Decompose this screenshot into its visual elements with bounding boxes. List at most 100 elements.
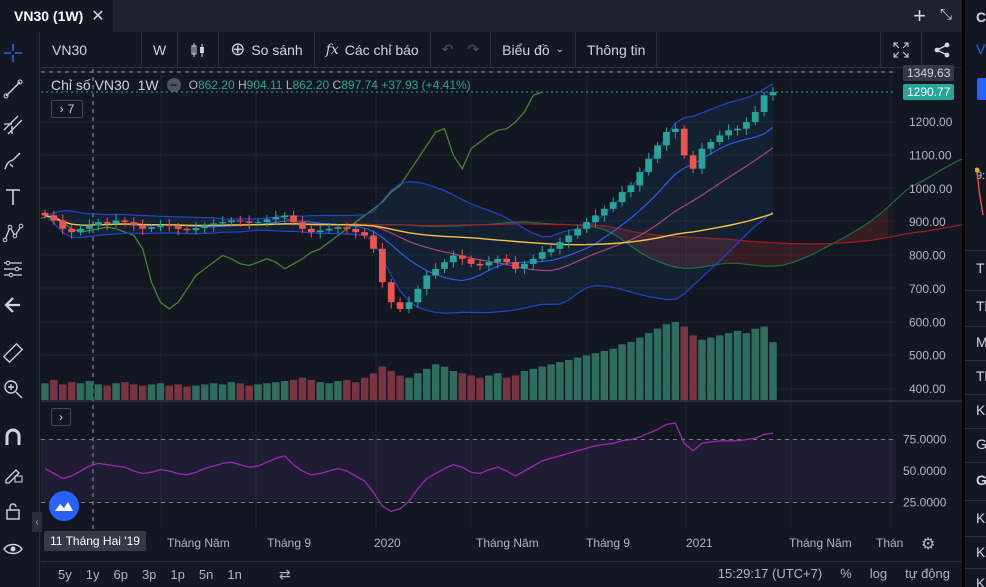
- volume-bar: [565, 359, 573, 400]
- watchlist-panel: CV 9:1 T Th M Th Kh Gi G KL KL K: [962, 0, 986, 587]
- hide-series-icon[interactable]: −: [166, 78, 181, 92]
- date-range-icon[interactable]: ⇄: [278, 566, 291, 582]
- volume-bar: [85, 381, 94, 400]
- pattern-tool-icon[interactable]: [0, 220, 26, 246]
- timeframe-button[interactable]: 3p: [141, 567, 157, 582]
- share-button[interactable]: [921, 32, 962, 68]
- text-tool-icon[interactable]: [0, 184, 26, 210]
- candle-body: [547, 248, 555, 253]
- candle-body: [636, 172, 644, 186]
- collapse-window-icon[interactable]: ⤡: [939, 6, 952, 23]
- redo-icon[interactable]: ↷: [467, 41, 480, 57]
- chart-tab[interactable]: VN30 (1W) ✕: [0, 0, 113, 32]
- magnet-icon[interactable]: [0, 424, 26, 450]
- time-tick-label: Tháng Năm: [167, 536, 230, 550]
- candle-body: [228, 220, 235, 223]
- price-tick-label: 1200.00: [909, 115, 953, 129]
- indicators-button[interactable]: 𝑓x Các chỉ báo: [315, 31, 431, 68]
- candle-body: [716, 135, 724, 143]
- volume-bar: [627, 342, 635, 400]
- chevron-right-icon: ›: [59, 102, 64, 116]
- symbol-search-button[interactable]: VN30: [41, 31, 142, 68]
- timeframe-button[interactable]: 1y: [85, 567, 100, 582]
- rsi-collapse-button[interactable]: ›: [51, 408, 71, 426]
- close-tab-icon[interactable]: ✕: [91, 8, 105, 25]
- auto-toggle[interactable]: tự động: [905, 566, 950, 581]
- volume-bar: [609, 348, 617, 400]
- info-button[interactable]: Thông tin: [576, 31, 658, 68]
- watchlist-item[interactable]: M: [976, 334, 986, 350]
- price-chart[interactable]: 1200.00 1100.00 1000.00 900.00 800.00 700.00 6…: [41, 69, 962, 561]
- indicators-collapse-button[interactable]: › 7: [51, 100, 83, 118]
- timeframe-button[interactable]: 6p: [113, 567, 128, 582]
- timeframe-button[interactable]: 1p: [170, 567, 185, 582]
- volume-bar: [618, 344, 626, 400]
- watchlist-item[interactable]: Th: [976, 298, 986, 314]
- price-axis: 1200.00 1100.00 1000.00 900.00 800.00 700.00 6…: [903, 115, 953, 510]
- chart-type-button[interactable]: Biểu đồ ⌄: [491, 31, 577, 68]
- back-arrow-icon[interactable]: [0, 292, 26, 318]
- watchlist-item[interactable]: Th: [976, 368, 986, 384]
- percent-toggle[interactable]: %: [840, 566, 852, 581]
- crosshair-tool-icon[interactable]: [0, 40, 26, 66]
- volume-bar: [334, 381, 342, 400]
- chevron-right-icon: ›: [59, 410, 63, 424]
- watchlist-separator: [965, 394, 986, 395]
- volume-bar: [582, 355, 591, 400]
- volume-bar: [440, 366, 449, 400]
- candle-body: [689, 155, 697, 169]
- clock[interactable]: 15:29:17 (UTC+7): [717, 566, 823, 581]
- watchlist-item[interactable]: T: [976, 260, 985, 276]
- volume-bar: [733, 330, 742, 400]
- ruler-tool-icon[interactable]: [0, 340, 26, 366]
- zoom-in-icon[interactable]: [0, 376, 26, 402]
- volume-bar: [307, 379, 316, 400]
- compare-label: So sánh: [251, 41, 303, 58]
- chart-settings-icon[interactable]: ⚙: [921, 536, 936, 553]
- watchlist-item[interactable]: G: [976, 472, 986, 488]
- chart-legend: Chỉ số VN30 1W − O862.20 H904.11 L862.20…: [51, 77, 471, 93]
- watchlist-action-button[interactable]: [977, 78, 986, 100]
- trend-line-tool-icon[interactable]: [0, 76, 26, 102]
- candle-body: [41, 212, 49, 216]
- watchlist-item[interactable]: V: [976, 41, 986, 57]
- timeframe-button[interactable]: 5n: [198, 567, 214, 582]
- watchlist-item[interactable]: KL: [976, 544, 986, 560]
- volume-bar: [387, 371, 395, 400]
- lock-icon[interactable]: [0, 498, 26, 524]
- compare-button[interactable]: ⊕ So sánh: [219, 31, 315, 68]
- watchlist-separator: [965, 250, 986, 251]
- eye-icon[interactable]: [0, 536, 26, 562]
- undo-icon[interactable]: ↶: [441, 41, 454, 57]
- watchlist-item[interactable]: K: [976, 575, 986, 587]
- volume-bar: [112, 383, 120, 400]
- watchlist-item[interactable]: C: [976, 9, 986, 25]
- timeframe-button[interactable]: 1n: [227, 567, 242, 582]
- watchlist-item[interactable]: Kh: [976, 402, 986, 418]
- draw-mode-lock-icon[interactable]: [0, 460, 26, 486]
- candle-body: [423, 275, 431, 289]
- left-panel-toggle-icon[interactable]: ‹: [32, 512, 42, 532]
- candle-body: [387, 282, 395, 303]
- volume-bar: [245, 385, 253, 400]
- ma50-line: [44, 212, 774, 246]
- add-tab-icon[interactable]: +: [913, 3, 926, 28]
- candle-body: [343, 227, 351, 229]
- fib-tool-icon[interactable]: [0, 112, 26, 138]
- candle-body: [503, 258, 511, 263]
- candle-body: [725, 130, 732, 136]
- timeframe-button[interactable]: 5y: [58, 567, 72, 582]
- interval-button[interactable]: W: [142, 31, 179, 68]
- volume-bar: [751, 328, 759, 400]
- watchlist-item[interactable]: Gi: [976, 436, 986, 452]
- volume-bar: [547, 364, 555, 400]
- watchlist-item[interactable]: 9:1: [976, 170, 986, 182]
- watchlist-item[interactable]: KL: [976, 510, 986, 526]
- legend-low: 862.20: [292, 78, 330, 92]
- fullscreen-button[interactable]: [880, 32, 921, 68]
- candles-style-button[interactable]: [178, 31, 220, 68]
- measure-lines-tool-icon[interactable]: [0, 256, 26, 282]
- chart-type-label: Biểu đồ: [502, 41, 550, 58]
- brush-tool-icon[interactable]: [0, 148, 26, 174]
- log-toggle[interactable]: log: [869, 566, 888, 581]
